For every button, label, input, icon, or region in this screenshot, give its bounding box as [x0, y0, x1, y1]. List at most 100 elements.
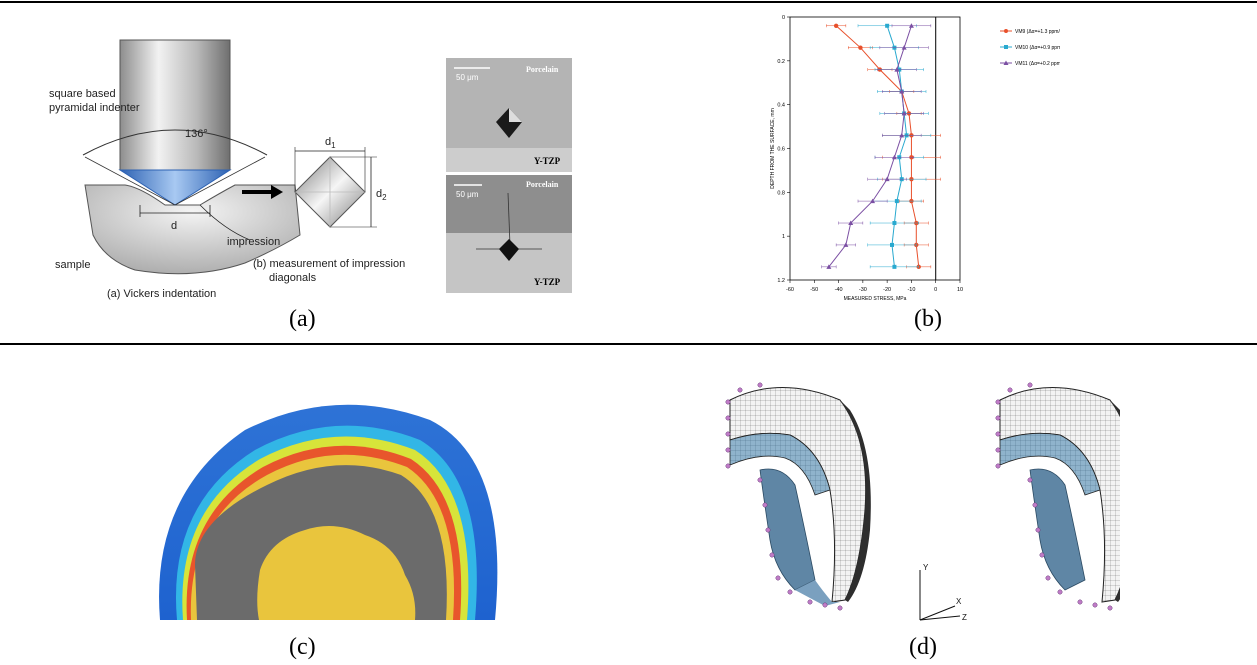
- data-point: [901, 110, 907, 116]
- boundary-pin: [995, 415, 1001, 421]
- boundary-pin: [807, 599, 813, 605]
- vickers-diagram: 136° square based pyramidal indenter d i…: [49, 39, 405, 300]
- data-point: [826, 264, 832, 269]
- data-point: [890, 242, 894, 247]
- indenter-label-1: square based: [49, 88, 116, 100]
- caption-measurement-2: diagonals: [269, 272, 317, 284]
- boundary-pin: [1007, 387, 1013, 393]
- caption-d: (d): [909, 634, 937, 660]
- axis-z-label: Z: [962, 613, 967, 622]
- boundary-pin: [765, 527, 771, 533]
- y-tick-label: 1: [782, 234, 785, 240]
- boundary-pin: [837, 605, 843, 611]
- boundary-pin: [775, 575, 781, 581]
- boundary-pin: [995, 463, 1001, 469]
- series-line: [886, 25, 908, 267]
- micrograph-bottom-scale: 50 μm: [456, 190, 479, 199]
- impression-label: impression: [227, 236, 280, 248]
- x-tick-label: -60: [786, 287, 794, 293]
- boundary-pin: [725, 447, 731, 453]
- legend-marker: [1003, 60, 1009, 65]
- sample-label: sample: [55, 259, 90, 271]
- micrograph-top-scale: 50 μm: [456, 73, 479, 82]
- boundary-pin: [737, 387, 743, 393]
- boundary-pin: [769, 552, 775, 558]
- data-point: [894, 199, 899, 204]
- data-point: [894, 67, 900, 72]
- y-tick-label: 0.4: [777, 103, 785, 109]
- boundary-pin: [1035, 527, 1041, 533]
- top-rule: [0, 1, 1257, 3]
- boundary-pin: [1039, 552, 1045, 558]
- caption-c: (c): [289, 634, 316, 660]
- boundary-pin: [1045, 575, 1051, 581]
- boundary-pin: [1032, 502, 1038, 508]
- boundary-pin: [725, 399, 731, 405]
- x-tick-label: -30: [859, 287, 867, 293]
- data-point: [885, 23, 890, 28]
- angle-arc: [82, 129, 268, 156]
- data-point: [843, 242, 849, 247]
- boundary-pin: [762, 502, 768, 508]
- data-point: [899, 89, 905, 94]
- boundary-pin: [1092, 602, 1098, 608]
- series-line: [835, 25, 920, 267]
- data-point: [858, 45, 863, 50]
- data-point: [891, 154, 897, 160]
- fea-model-right: [999, 387, 1120, 603]
- data-point: [892, 264, 897, 269]
- sample-block: [84, 184, 301, 275]
- boundary-pin: [1027, 382, 1033, 388]
- micrograph-top-porcelain: Porcelain: [526, 65, 559, 74]
- data-point: [884, 176, 890, 182]
- boundary-pin: [757, 382, 763, 388]
- indenter-tip: [118, 169, 232, 206]
- d1-label: d1: [325, 136, 336, 150]
- x-tick-label: 10: [957, 287, 963, 293]
- series-line: [828, 25, 912, 268]
- data-point: [892, 221, 897, 226]
- indenter-cylinder: [119, 39, 231, 171]
- legend-marker: [1004, 29, 1008, 33]
- tooth-core: [195, 465, 447, 620]
- boundary-pin: [1107, 605, 1113, 611]
- boundary-pin: [995, 399, 1001, 405]
- boundary-pin: [822, 602, 828, 608]
- indent-mark-bottom: [499, 239, 519, 261]
- micrograph-bottom-porcelain: Porcelain: [526, 180, 559, 189]
- boundary-pin: [995, 431, 1001, 437]
- legend-label: VM9 (Δα=+1.3 ppm/°C): [1015, 29, 1060, 35]
- boundary-pin: [1077, 599, 1083, 605]
- boundary-pin: [787, 589, 793, 595]
- middle-rule: [0, 343, 1257, 345]
- y-tick-label: 0.6: [777, 147, 785, 153]
- boundary-pin: [725, 431, 731, 437]
- angle-label: 136°: [185, 128, 208, 140]
- x-tick-label: -20: [883, 287, 891, 293]
- micrograph-bottom: 50 μm Porcelain Y-TZP: [446, 175, 572, 293]
- caption-vickers-indentation: (a) Vickers indentation: [107, 288, 216, 300]
- boundary-pin: [725, 415, 731, 421]
- data-point: [899, 132, 905, 138]
- stress-depth-chart: -60 -50 -40 -30 -20 -10 0 10 0 0.2 0.4 0.6 0.8 1 1.2 ME…: [770, 15, 1060, 302]
- x-tick-label: -50: [810, 287, 818, 293]
- plot-frame: [789, 16, 961, 281]
- caption-measurement-1: (b) measurement of impression: [253, 258, 405, 270]
- coordinate-axes: Y X Z: [919, 563, 967, 622]
- caption-a: (a): [289, 306, 316, 332]
- d-label: d: [171, 220, 177, 232]
- data-point: [833, 23, 839, 28]
- x-tick-label: 0: [934, 287, 937, 293]
- data-point: [848, 220, 854, 226]
- x-tick-label: -10: [907, 287, 915, 293]
- fea-mesh: Y X Z: [725, 382, 1120, 622]
- micrograph-bottom-ytzp: Y-TZP: [534, 277, 561, 287]
- legend-label: VM11 (Δα=+0.2 ppm/°C): [1015, 61, 1060, 67]
- data-point: [901, 45, 907, 50]
- x-axis-label: MEASURED STRESS, MPa: [844, 296, 907, 302]
- axis-x-label: X: [956, 597, 962, 606]
- boundary-pin: [1027, 477, 1033, 483]
- axis-y-label: Y: [923, 563, 929, 572]
- boundary-pin: [995, 447, 1001, 453]
- legend-marker: [1004, 45, 1008, 49]
